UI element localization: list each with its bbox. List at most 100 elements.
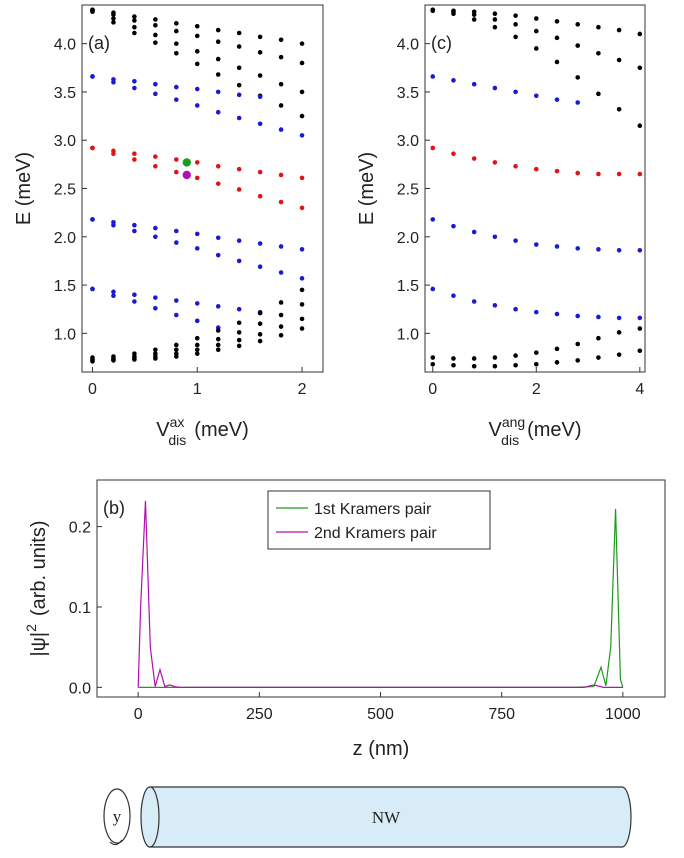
data-point (299, 326, 305, 331)
y-tick-label: 1.0 (397, 326, 419, 343)
data-point (492, 24, 498, 30)
data-point (236, 30, 242, 36)
data-point (554, 168, 560, 174)
data-point (194, 160, 200, 165)
axis-label: y (113, 807, 122, 826)
data-point (471, 17, 477, 22)
data-point (513, 362, 518, 368)
data-point (451, 151, 456, 157)
data-point (174, 157, 179, 162)
data-point (132, 78, 137, 84)
data-point (430, 355, 436, 360)
panel-label: (b) (103, 498, 125, 518)
y-axis-label: E (meV) (13, 152, 35, 225)
data-point (132, 18, 137, 23)
data-point (174, 21, 179, 26)
label-sup: ax (170, 414, 185, 430)
data-point (194, 246, 200, 251)
data-point (492, 355, 498, 360)
data-point (174, 228, 179, 234)
data-point (637, 326, 643, 331)
data-point (299, 89, 305, 95)
data-point (153, 17, 158, 22)
data-point (533, 28, 539, 34)
data-point (596, 314, 601, 320)
data-point (215, 72, 221, 77)
data-point (194, 347, 200, 353)
data-point (257, 73, 263, 78)
data-point (236, 330, 242, 335)
data-point (174, 240, 179, 245)
data-point (513, 238, 518, 243)
data-point (278, 324, 284, 329)
data-point (153, 91, 158, 97)
data-point (194, 49, 200, 54)
data-point (471, 363, 477, 369)
data-point (430, 8, 436, 14)
data-point (194, 86, 200, 92)
data-point (236, 320, 242, 326)
data-point (174, 28, 179, 34)
data-point (111, 293, 116, 299)
data-point (575, 100, 581, 105)
panel-label: (a) (88, 33, 110, 53)
y-tick-label: 4.0 (397, 37, 419, 54)
data-point (90, 217, 95, 222)
data-point (278, 81, 284, 87)
y-tick-label: 2.5 (397, 182, 419, 199)
data-point (194, 231, 200, 237)
data-point (616, 248, 622, 253)
data-point (174, 347, 179, 353)
data-point (194, 175, 200, 181)
data-point (215, 109, 221, 115)
data-point (492, 303, 498, 308)
y-axis-label: |ψ|2 (arb. units) (23, 520, 50, 656)
data-point (257, 34, 263, 40)
nanowire-diagram: y NW (103, 786, 632, 848)
data-point (492, 234, 498, 240)
data-point (637, 315, 643, 321)
data-point (533, 46, 539, 51)
data-point (471, 299, 477, 304)
data-point (554, 346, 560, 352)
label-sub: dis (168, 432, 186, 448)
data-point (513, 163, 518, 169)
data-point (194, 103, 200, 108)
data-point (575, 358, 581, 363)
y-tick-label: 3.0 (54, 133, 76, 150)
data-point (153, 163, 158, 169)
y-tick-label: 0.2 (69, 520, 91, 537)
data-point (278, 199, 284, 205)
data-point (174, 354, 179, 359)
x-axis-label: Vax dis (meV) (156, 414, 249, 448)
label-sub: dis (501, 432, 519, 448)
data-point (575, 22, 581, 27)
data-point (554, 19, 560, 24)
data-point (492, 17, 498, 22)
data-point (153, 40, 158, 45)
y-tick-label: 0.1 (69, 600, 91, 617)
data-point (471, 229, 477, 235)
data-point (215, 304, 221, 309)
label-unit: (arb. units) (28, 520, 50, 616)
data-point (575, 313, 581, 319)
data-point (90, 145, 95, 151)
data-point (513, 34, 518, 40)
y-tick-label: 2.0 (54, 230, 76, 247)
data-point (153, 356, 158, 361)
data-point (153, 234, 158, 240)
y-tick-label: 1.5 (54, 278, 76, 295)
data-point (236, 65, 242, 71)
data-line (137, 500, 623, 688)
data-point (215, 342, 221, 348)
data-point (215, 347, 221, 353)
data-point (513, 22, 518, 27)
data-point (533, 361, 539, 367)
data-point (513, 306, 518, 312)
label-base: V (488, 419, 502, 441)
data-point (616, 27, 622, 33)
data-point (596, 91, 601, 97)
y-tick-label: 0.0 (69, 680, 91, 697)
legend-label: 1st Kramers pair (314, 501, 432, 518)
data-point (153, 32, 158, 38)
